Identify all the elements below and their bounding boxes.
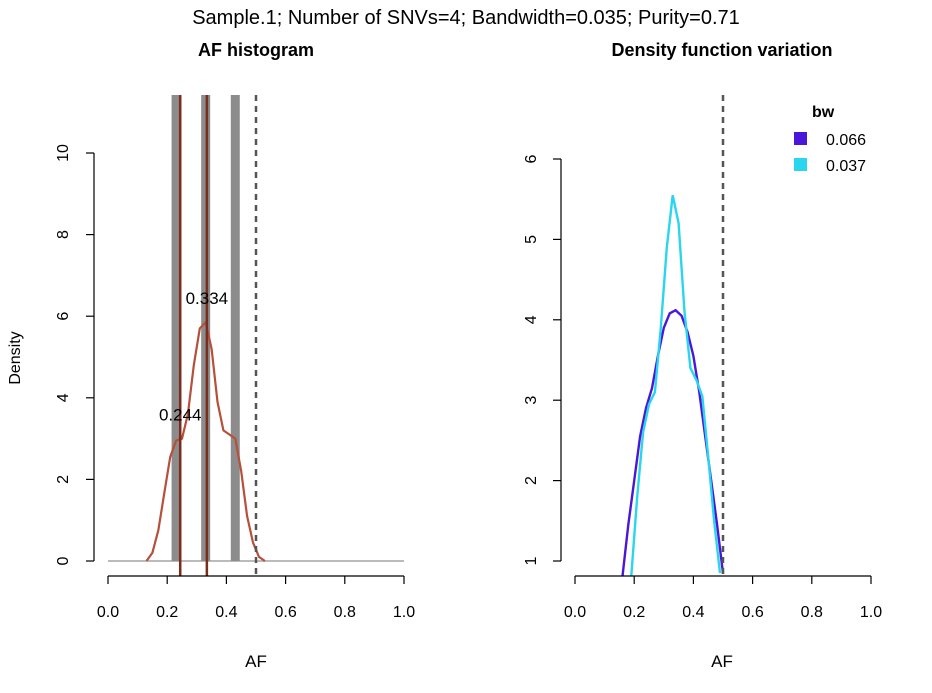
legend: bw 0.066 0.037 [794, 104, 866, 175]
right-x-tick-label-0: 0.0 [564, 604, 586, 621]
right-plot-area: 0.0 0.2 0.4 0.6 0.8 1.0 1 2 3 4 5 6 [523, 95, 882, 621]
right-x-tick-label-1: 0.2 [623, 604, 645, 621]
right-x-tick-label-4: 0.8 [801, 604, 823, 621]
right-y-tick-label-4: 5 [523, 235, 540, 244]
right-y-tick-label-5: 6 [523, 154, 540, 163]
left-x-tick-label-4: 0.8 [334, 604, 356, 621]
legend-swatch-bw-0066 [794, 132, 807, 145]
right-y-tick-label-1: 2 [523, 476, 540, 485]
right-x-tick-label-2: 0.4 [682, 604, 704, 621]
density-variation-panel: Density function variation AF 0.0 0.2 0.4 0… [523, 40, 882, 671]
right-y-tick-label-0: 1 [523, 556, 540, 565]
legend-label-bw-0037: 0.037 [826, 158, 866, 175]
histogram-bar-0 [171, 95, 181, 561]
histogram-bar-2 [230, 95, 240, 561]
left-chart-title: AF histogram [198, 40, 314, 60]
left-y-tick-label-1: 2 [55, 475, 72, 484]
right-y-tick-label-2: 3 [523, 396, 540, 405]
right-x-tick-label-5: 1.0 [860, 604, 882, 621]
legend-label-bw-0066: 0.066 [826, 132, 866, 149]
left-y-axis-label: Density [7, 331, 24, 384]
right-x-axis-label: AF [711, 652, 733, 671]
right-y-tick-label-3: 4 [523, 315, 540, 324]
left-x-tick-label-0: 0.0 [97, 604, 119, 621]
left-x-axis-label: AF [245, 652, 267, 671]
left-x-tick-label-3: 0.6 [274, 604, 296, 621]
legend-swatch-bw-0037 [794, 158, 807, 171]
left-y-tick-label-2: 4 [55, 393, 72, 402]
legend-title: bw [812, 104, 835, 121]
left-y-tick-label-5: 10 [55, 144, 72, 162]
left-y-tick-label-0: 0 [55, 556, 72, 565]
right-chart-title: Density function variation [611, 40, 832, 60]
peak-label-0: 0.244 [159, 405, 202, 424]
left-y-tick-label-3: 6 [55, 312, 72, 321]
main-title: Sample.1; Number of SNVs=4; Bandwidth=0.… [192, 7, 740, 29]
left-x-tick-label-2: 0.4 [215, 604, 237, 621]
left-x-tick-label-1: 0.2 [156, 604, 178, 621]
left-y-tick-label-4: 8 [55, 230, 72, 239]
peak-label-1: 0.334 [186, 289, 229, 308]
right-x-tick-label-3: 0.6 [741, 604, 763, 621]
left-plot-area: 0.244 0.334 0.0 0.2 0.4 0.6 0.8 1.0 0 2 4 6 8 10 [55, 95, 415, 621]
left-x-tick-label-5: 1.0 [393, 604, 415, 621]
density-series-bw-0037 [630, 194, 722, 576]
